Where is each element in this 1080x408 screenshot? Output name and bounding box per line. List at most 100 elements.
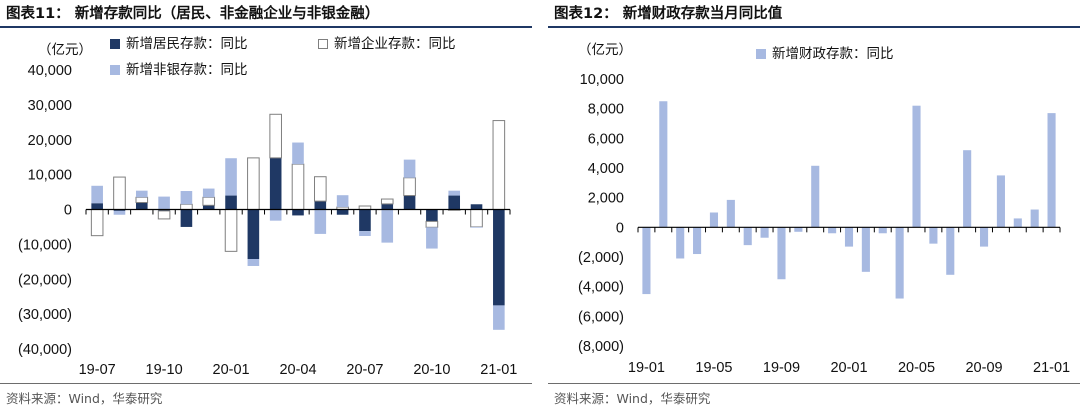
bar-20-07-s2 — [359, 231, 371, 236]
bar-20-06-s2 — [336, 195, 349, 208]
bar-20-02-s0 — [861, 227, 870, 272]
bar-19-10-s2 — [158, 196, 170, 210]
bar-19-09-s1 — [135, 196, 149, 204]
bar-19-11-s1 — [180, 203, 193, 211]
x-tick-label: 21-01 — [1033, 360, 1070, 376]
bar-19-02-s0 — [659, 101, 668, 228]
y-tick-label: 0 — [64, 203, 72, 219]
bar-19-10-s1 — [157, 210, 171, 220]
bar-21-01-s1 — [492, 120, 506, 210]
left-figure-panel: 图表11： 新增存款同比（居民、非金融企业与非银金融） （亿元） 新增居民存款：… — [0, 0, 532, 408]
y-tick-label: (40,000) — [18, 342, 72, 358]
y-tick-label: 20,000 — [28, 133, 72, 149]
right-figure-panel: 图表12： 新增财政存款当月同比值 （亿元） 新增财政存款：同比 10,000 8… — [548, 0, 1080, 408]
bar-21-01-s0 — [493, 209, 505, 306]
legend-item-household: 新增居民存款：同比 — [110, 32, 248, 52]
y-tick-label: 40,000 — [28, 63, 72, 79]
legend-label: 新增非银存款：同比 — [126, 62, 248, 78]
bar-20-08-s0 — [963, 150, 972, 228]
bar-20-04-s2 — [292, 142, 304, 165]
legend-item-fiscal: 新增财政存款：同比 — [756, 42, 894, 62]
y-tick-label: 8,000 — [588, 102, 624, 118]
legend-swatch-light-blue — [756, 49, 766, 59]
bar-19-08-s1 — [113, 176, 126, 211]
bar-20-01-s0 — [844, 227, 854, 247]
bar-20-03-s0 — [269, 157, 282, 210]
x-tick-label: 19-01 — [628, 360, 665, 376]
x-tick-label: 19-09 — [763, 360, 800, 376]
x-tick-label: 20-01 — [830, 360, 867, 376]
y-tick-label: 2,000 — [588, 191, 624, 207]
bar-20-04-s1 — [291, 163, 305, 211]
bar-20-03-s1 — [269, 113, 282, 159]
bar-19-07-s1 — [90, 209, 104, 237]
bar-19-09-s2 — [135, 190, 148, 198]
bar-19-09-s0 — [135, 202, 148, 210]
source-note: 资料来源：Wind，华泰研究 — [554, 391, 711, 406]
bar-20-05-s0 — [912, 105, 921, 228]
x-tick-label: 20-10 — [413, 362, 450, 378]
unit-label: （亿元） — [38, 42, 92, 58]
bar-19-08-s0 — [113, 209, 126, 211]
bar-chart: 10,000 8,000 6,000 4,000 2,000 0 (2,000) (4,000… — [578, 72, 1070, 376]
y-tick-label: (2,000) — [578, 250, 624, 266]
bar-20-03-s2 — [269, 209, 282, 221]
bar-19-04-s0 — [693, 227, 702, 255]
bar-20-11-s0 — [448, 195, 461, 210]
x-tick-label: 20-09 — [965, 360, 1002, 376]
bar-20-02-s2 — [247, 259, 260, 266]
bar-19-06-s0 — [726, 199, 735, 228]
bar-20-05-s0 — [314, 201, 327, 210]
bar-21-01-s0 — [1047, 113, 1056, 228]
bar-20-10-s2 — [426, 227, 438, 249]
bar-19-07-s0 — [91, 203, 103, 210]
bar-20-08-s1 — [380, 198, 394, 205]
source-rule — [548, 383, 1080, 384]
bar-20-07-s0 — [946, 227, 955, 275]
legend-item-corporate: 新增企业存款：同比 — [318, 32, 456, 52]
bar-20-02-s0 — [247, 209, 260, 260]
bar-20-01-s0 — [225, 195, 237, 210]
bar-19-11-s2 — [180, 191, 193, 205]
bar-19-12-s1 — [202, 196, 216, 206]
x-tick-label: 21-01 — [480, 362, 517, 378]
x-tick-label: 20-04 — [279, 362, 316, 378]
bar-19-12-s0 — [202, 205, 215, 210]
source-note: 资料来源：Wind，华泰研究 — [6, 391, 163, 406]
legend-label: 新增居民存款：同比 — [126, 36, 248, 52]
legend-label: 新增财政存款：同比 — [772, 46, 894, 62]
legend-label: 新增企业存款：同比 — [334, 36, 456, 52]
bar-19-10-s0 — [794, 227, 803, 232]
bar-20-08-s0 — [381, 203, 394, 210]
y-tick-label: 10,000 — [580, 72, 624, 88]
bar-19-08-s0 — [760, 227, 769, 238]
y-tick-label: (8,000) — [578, 339, 624, 355]
y-tick-label: 30,000 — [28, 98, 72, 114]
stacked-bar-chart: 40,000 30,000 20,000 10,000 0 (10,000) (20,000… — [18, 63, 517, 378]
bar-19-05-s0 — [709, 212, 719, 228]
bar-20-10-s1 — [425, 220, 439, 228]
bar-20-01-s2 — [225, 158, 237, 196]
bar-20-08-s2 — [381, 209, 394, 243]
bar-20-01-s1 — [224, 209, 238, 252]
y-tick-label: 0 — [616, 220, 624, 236]
legend-swatch-light-blue — [110, 65, 120, 75]
bar-19-11-s0 — [180, 209, 193, 227]
bar-20-12-s1 — [470, 209, 483, 228]
source-rule — [0, 383, 532, 384]
y-tick-label: (4,000) — [578, 280, 624, 296]
bar-20-06-s0 — [336, 209, 349, 215]
legend-swatch-white — [318, 39, 328, 49]
y-tick-label: (10,000) — [18, 237, 72, 253]
bar-20-12-s0 — [470, 204, 483, 210]
bar-20-11-s0 — [1013, 218, 1022, 228]
y-tick-label: (20,000) — [18, 272, 72, 288]
bar-19-07-s2 — [91, 185, 103, 204]
y-tick-label: 4,000 — [588, 161, 624, 177]
bar-20-06-s0 — [929, 227, 938, 244]
x-tick-label: 19-10 — [146, 362, 183, 378]
x-tick-label: 19-07 — [79, 362, 116, 378]
bar-20-12-s2 — [470, 226, 483, 228]
bar-19-01-s0 — [642, 227, 651, 295]
title-rule — [548, 26, 1080, 28]
